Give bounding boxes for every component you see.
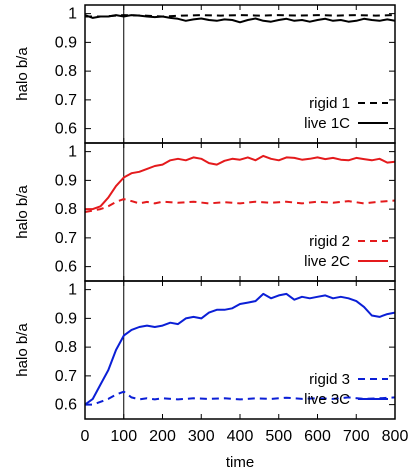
y-tick-label: 1 bbox=[68, 6, 77, 23]
panel-1: 1 0.9 0.8 0.7 0.6 halo b/a rigid 1 live 1C bbox=[14, 4, 396, 144]
y-tick-label: 0.9 bbox=[55, 172, 77, 189]
panel-frame bbox=[84, 280, 396, 420]
panel-3: 1 0.9 0.8 0.7 0.6 halo b/a rigid 3 live 3C bbox=[14, 280, 396, 420]
series-line-live-3c bbox=[85, 292, 395, 406]
y-tick-label: 0.6 bbox=[55, 259, 77, 276]
y-tick-label: 0.6 bbox=[55, 121, 77, 138]
x-tick-label: 500 bbox=[265, 428, 292, 445]
y-axis-label: halo b/a bbox=[14, 323, 31, 377]
y-tick-label: 0.8 bbox=[55, 63, 77, 80]
x-tick-label: 0 bbox=[81, 428, 90, 445]
x-tick-label: 700 bbox=[343, 428, 370, 445]
x-tick-label: 200 bbox=[149, 428, 176, 445]
legend-label: rigid 3 bbox=[309, 371, 350, 388]
y-axis-label: halo b/a bbox=[14, 47, 31, 101]
legend-label: live 1C bbox=[304, 115, 350, 132]
series-line-rigid-2 bbox=[85, 198, 395, 213]
y-tick-label: 1 bbox=[68, 282, 77, 299]
legend-label: rigid 2 bbox=[309, 233, 350, 250]
legend-label: live 2C bbox=[304, 253, 350, 270]
series-line-live-2c bbox=[85, 154, 395, 211]
legend-label: live 3C bbox=[304, 391, 350, 408]
panel-2: 1 0.9 0.8 0.7 0.6 halo b/a rigid 2 live 2C bbox=[14, 142, 396, 282]
x-axis-label: time bbox=[226, 454, 254, 471]
y-tick-label: 0.6 bbox=[55, 397, 77, 414]
x-tick-label: 800 bbox=[382, 428, 408, 445]
series-line-rigid-3 bbox=[85, 390, 395, 406]
y-tick-label: 1 bbox=[68, 144, 77, 161]
y-tick-label: 0.7 bbox=[55, 92, 77, 109]
y-tick-label: 0.7 bbox=[55, 230, 77, 247]
panels: 1 0.9 0.8 0.7 0.6 halo b/a rigid 1 live 1C 1 0.9 0… bbox=[14, 4, 396, 420]
y-tick-label: 0.9 bbox=[55, 310, 77, 327]
x-tick-label: 400 bbox=[227, 428, 254, 445]
y-axis-label: halo b/a bbox=[14, 185, 31, 239]
series-line-live-1c bbox=[85, 14, 395, 24]
y-tick-label: 0.7 bbox=[55, 368, 77, 385]
legend-label: rigid 1 bbox=[309, 95, 350, 112]
x-axis: 0 100 200 300 400 500 600 700 800 bbox=[81, 428, 408, 445]
x-tick-label: 300 bbox=[188, 428, 215, 445]
y-tick-label: 0.8 bbox=[55, 201, 77, 218]
y-tick-label: 0.8 bbox=[55, 339, 77, 356]
y-tick-label: 0.9 bbox=[55, 34, 77, 51]
x-tick-label: 100 bbox=[110, 428, 137, 445]
x-tick-label: 600 bbox=[304, 428, 331, 445]
